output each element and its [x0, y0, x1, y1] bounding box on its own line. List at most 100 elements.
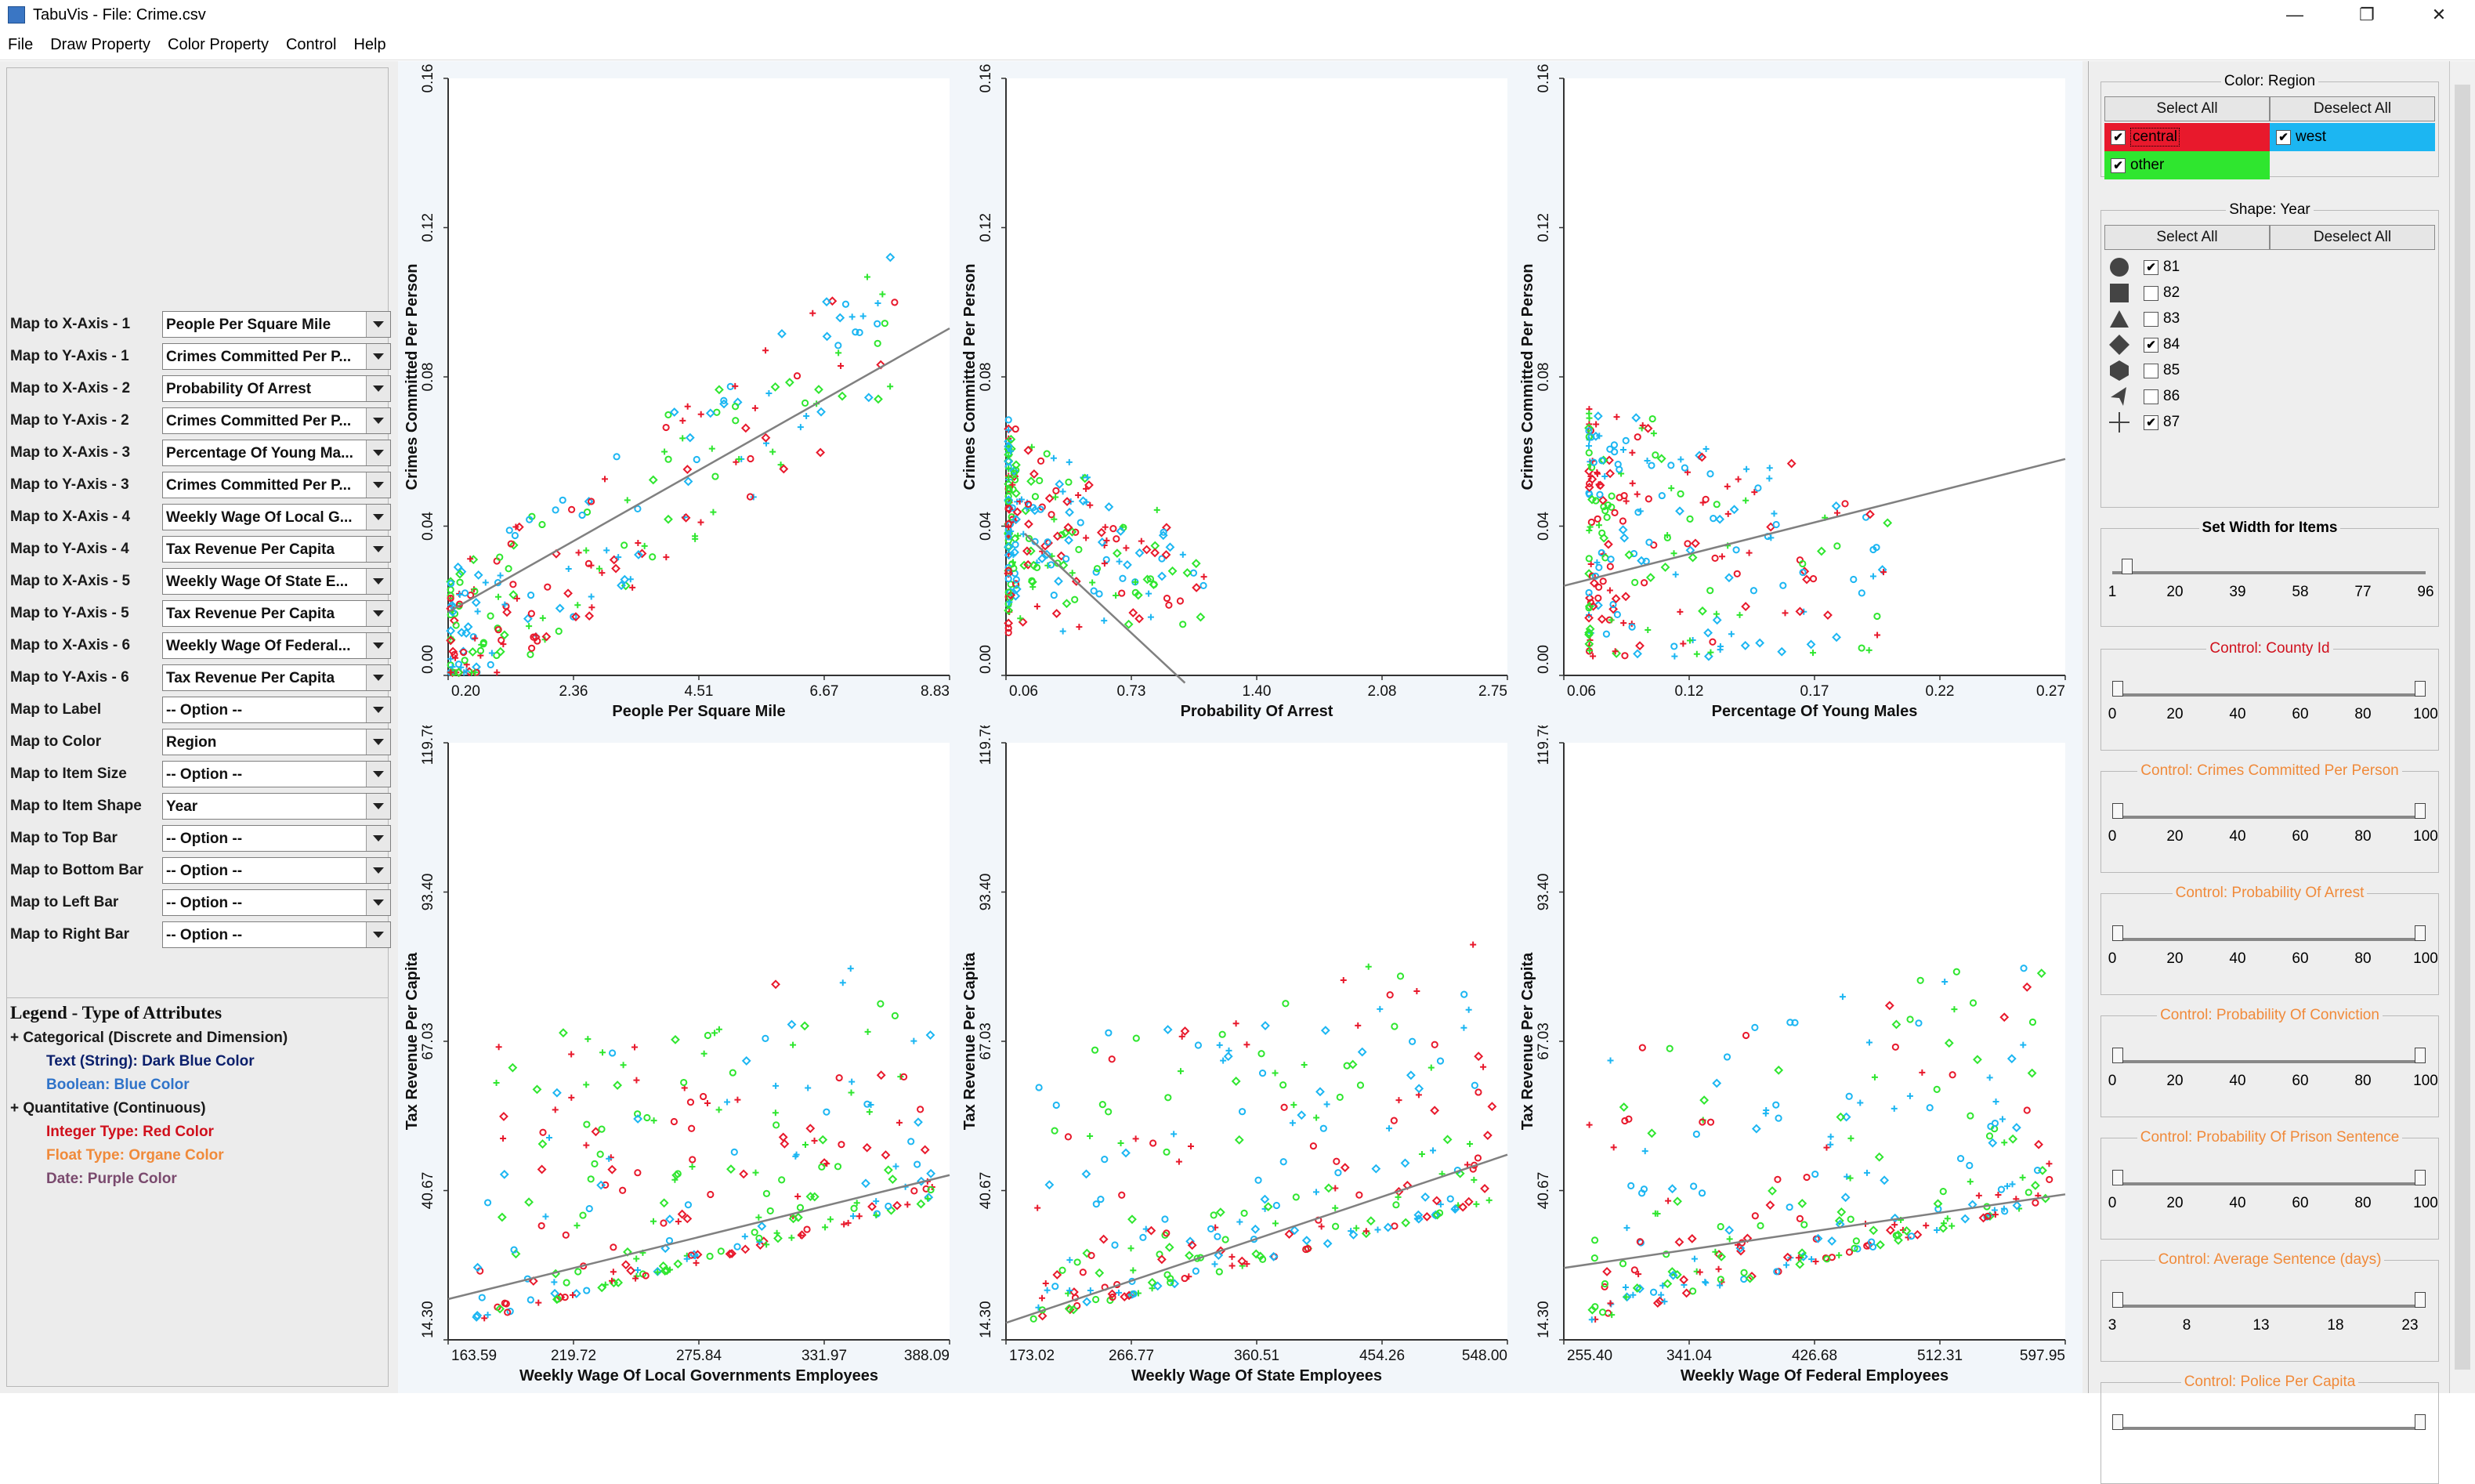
mapping-select[interactable]: Tax Revenue Per Capita	[162, 536, 391, 563]
slider-thumb-max[interactable]	[2415, 681, 2426, 697]
other-checkbox[interactable]: ✔	[2111, 157, 2126, 173]
shape-deselect-all-button[interactable]: Deselect All	[2270, 225, 2435, 250]
mapping-select[interactable]: -- Option --	[162, 857, 391, 884]
color-item-central[interactable]: ✔ central	[2104, 123, 2270, 151]
mapping-select[interactable]: Weekly Wage Of State E...	[162, 568, 391, 595]
mapping-select[interactable]: Year	[162, 793, 391, 820]
chevron-down-icon[interactable]	[366, 729, 390, 755]
mapping-select[interactable]: People Per Square Mile	[162, 311, 391, 338]
chevron-down-icon[interactable]	[366, 505, 390, 530]
slider-thumb[interactable]	[2121, 559, 2133, 574]
scatter-plot[interactable]: 0.06 0.73 1.40 2.08 2.750.000.040.080.120.16…	[956, 61, 1512, 724]
slider-track[interactable]	[2112, 816, 2426, 819]
menu-draw-property[interactable]: Draw Property	[50, 35, 151, 53]
scatter-plot[interactable]: 0.20 2.36 4.51 6.67 8.830.000.040.080.120.16…	[398, 61, 954, 724]
menu-color-property[interactable]: Color Property	[168, 35, 269, 53]
chevron-down-icon[interactable]	[366, 601, 390, 626]
shape-select-all-button[interactable]: Select All	[2104, 225, 2270, 250]
scrollbar-thumb[interactable]	[2455, 85, 2470, 1370]
chevron-down-icon[interactable]	[366, 408, 390, 433]
central-checkbox[interactable]: ✔	[2111, 129, 2126, 145]
mapping-select[interactable]: Tax Revenue Per Capita	[162, 664, 391, 691]
chevron-down-icon[interactable]	[366, 697, 390, 722]
slider-thumb-max[interactable]	[2415, 803, 2426, 819]
scatter-plot[interactable]: 255.40 341.04 426.68 512.31 597.9514.3040.67…	[1514, 726, 2070, 1388]
west-checkbox[interactable]: ✔	[2276, 129, 2291, 145]
chevron-down-icon[interactable]	[366, 569, 390, 594]
chevron-down-icon[interactable]	[366, 344, 390, 369]
year-checkbox[interactable]	[2144, 363, 2158, 378]
slider-track[interactable]	[2112, 1305, 2426, 1308]
chevron-down-icon[interactable]	[366, 890, 390, 915]
menu-file[interactable]: File	[8, 35, 34, 53]
shape-item[interactable]: 83	[2108, 306, 2180, 331]
slider-thumb[interactable]	[2112, 1170, 2123, 1185]
mapping-select[interactable]: Weekly Wage Of Local G...	[162, 504, 391, 530]
chevron-down-icon[interactable]	[366, 312, 390, 337]
scatter-plot[interactable]: 0.06 0.12 0.17 0.22 0.270.000.040.080.120.16…	[1514, 61, 2070, 724]
year-checkbox[interactable]: ✔	[2144, 414, 2158, 430]
menu-control[interactable]: Control	[285, 35, 337, 53]
mapping-select[interactable]: Crimes Committed Per P...	[162, 343, 391, 370]
year-checkbox[interactable]	[2144, 389, 2158, 404]
year-checkbox[interactable]: ✔	[2144, 259, 2158, 275]
chevron-down-icon[interactable]	[366, 472, 390, 498]
shape-item[interactable]: 82	[2108, 281, 2180, 306]
shape-item[interactable]: ✔ 87	[2108, 410, 2180, 435]
maximize-button[interactable]: ❐	[2359, 5, 2375, 24]
slider-thumb[interactable]	[2112, 1414, 2123, 1430]
slider-thumb-max[interactable]	[2415, 1048, 2426, 1063]
slider-thumb-max[interactable]	[2415, 925, 2426, 941]
slider-thumb-max[interactable]	[2415, 1170, 2426, 1185]
shape-item[interactable]: ✔ 81	[2108, 255, 2180, 280]
shape-item[interactable]: ✔ 84	[2108, 332, 2180, 357]
chevron-down-icon[interactable]	[366, 537, 390, 562]
mapping-select[interactable]: Crimes Committed Per P...	[162, 472, 391, 498]
color-select-all-button[interactable]: Select All	[2104, 96, 2270, 121]
mapping-select[interactable]: -- Option --	[162, 825, 391, 852]
chevron-down-icon[interactable]	[366, 440, 390, 465]
slider-thumb-max[interactable]	[2415, 1414, 2426, 1430]
slider-thumb[interactable]	[2112, 925, 2123, 941]
mapping-select[interactable]: -- Option --	[162, 889, 391, 916]
mapping-select[interactable]: Weekly Wage Of Federal...	[162, 632, 391, 659]
mapping-select[interactable]: -- Option --	[162, 761, 391, 787]
chevron-down-icon[interactable]	[366, 376, 390, 401]
mapping-select[interactable]: Percentage Of Young Ma...	[162, 440, 391, 466]
chevron-down-icon[interactable]	[366, 922, 390, 947]
scatter-plot[interactable]: 173.02 266.77 360.51 454.26 548.0014.3040.67…	[956, 726, 1512, 1388]
close-button[interactable]: ✕	[2431, 5, 2447, 24]
slider-thumb[interactable]	[2112, 803, 2123, 819]
color-item-other[interactable]: ✔ other	[2104, 151, 2270, 179]
slider-thumb[interactable]	[2112, 1292, 2123, 1308]
color-item-west[interactable]: ✔ west	[2270, 123, 2435, 151]
mapping-select[interactable]: -- Option --	[162, 921, 391, 948]
slider-track[interactable]	[2112, 938, 2426, 941]
menu-help[interactable]: Help	[353, 35, 386, 53]
chevron-down-icon[interactable]	[366, 762, 390, 787]
mapping-select[interactable]: Crimes Committed Per P...	[162, 407, 391, 434]
slider-thumb[interactable]	[2112, 1048, 2123, 1063]
slider-track[interactable]	[2112, 1427, 2426, 1430]
color-deselect-all-button[interactable]: Deselect All	[2270, 96, 2435, 121]
chevron-down-icon[interactable]	[366, 633, 390, 658]
shape-item[interactable]: 85	[2108, 358, 2180, 383]
chevron-down-icon[interactable]	[366, 794, 390, 819]
right-panel-scrollbar[interactable]	[2449, 61, 2475, 1393]
slider-track[interactable]	[2112, 693, 2426, 697]
mapping-select[interactable]: Region	[162, 729, 391, 755]
mapping-select[interactable]: Tax Revenue Per Capita	[162, 600, 391, 627]
mapping-select[interactable]: -- Option --	[162, 697, 391, 723]
chevron-down-icon[interactable]	[366, 665, 390, 690]
scatter-plot[interactable]: 163.59 219.72 275.84 331.97 388.0914.3040.67…	[398, 726, 954, 1388]
shape-item[interactable]: 86	[2108, 384, 2180, 409]
year-checkbox[interactable]	[2144, 311, 2158, 327]
slider-thumb[interactable]	[2112, 681, 2123, 697]
slider-track[interactable]	[2112, 1060, 2426, 1063]
mapping-select[interactable]: Probability Of Arrest	[162, 375, 391, 402]
slider-track[interactable]	[2112, 1182, 2426, 1185]
slider-thumb-max[interactable]	[2415, 1292, 2426, 1308]
slider-track[interactable]	[2112, 571, 2426, 574]
chevron-down-icon[interactable]	[366, 858, 390, 883]
year-checkbox[interactable]	[2144, 285, 2158, 301]
